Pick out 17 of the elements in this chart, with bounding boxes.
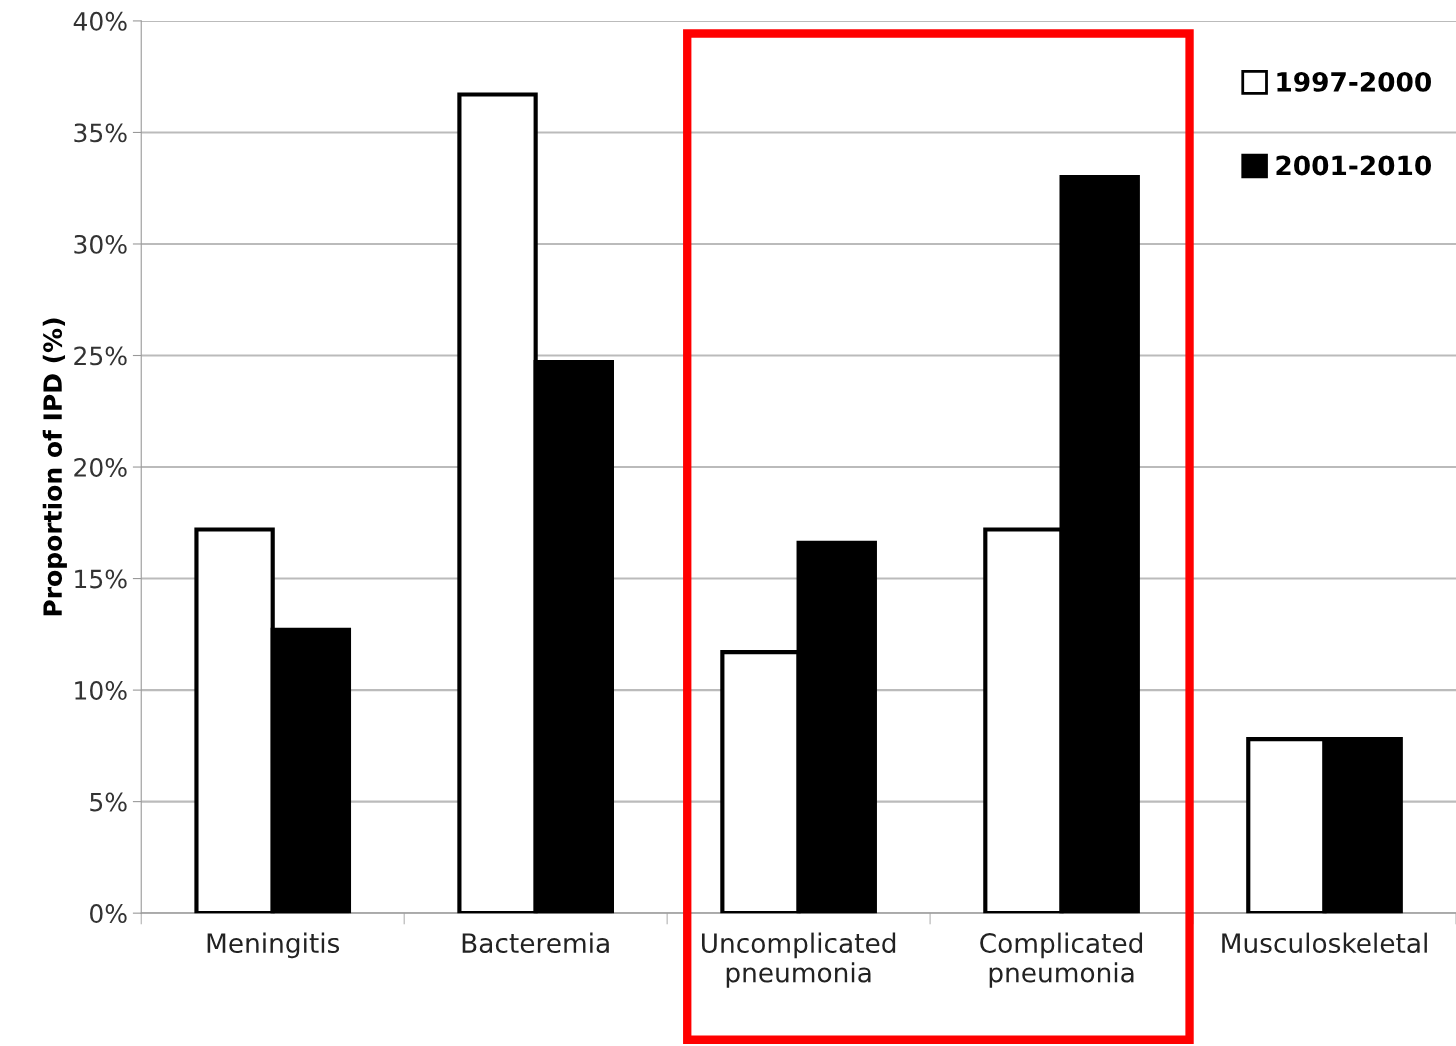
y-tick-label: 0% xyxy=(90,904,127,924)
y-tick-label: 5% xyxy=(90,792,127,812)
y-tick-label: 30% xyxy=(74,234,127,254)
x-tick-label: Musculoskeletal xyxy=(1222,932,1427,954)
y-tick-label: 25% xyxy=(74,346,127,366)
y-tick-label: 40% xyxy=(73,11,127,31)
y-tick-label: 15% xyxy=(75,569,127,589)
y-axis-title: Proportion of IPD (%) xyxy=(42,318,67,616)
legend-label: 2001-2010 xyxy=(1276,155,1431,176)
y-tick-label: 10% xyxy=(75,681,127,700)
y-tick-label: 35% xyxy=(74,123,127,143)
x-tick-label: Uncomplicated pneumonia xyxy=(701,932,896,988)
x-tick-label: Complicated pneumonia xyxy=(980,932,1143,988)
legend-label: 1997-2000 xyxy=(1277,71,1431,92)
y-tick-label: 20% xyxy=(74,457,127,477)
x-tick-label: Bacteremia xyxy=(462,932,609,954)
x-tick-label: Meningitis xyxy=(207,932,340,959)
